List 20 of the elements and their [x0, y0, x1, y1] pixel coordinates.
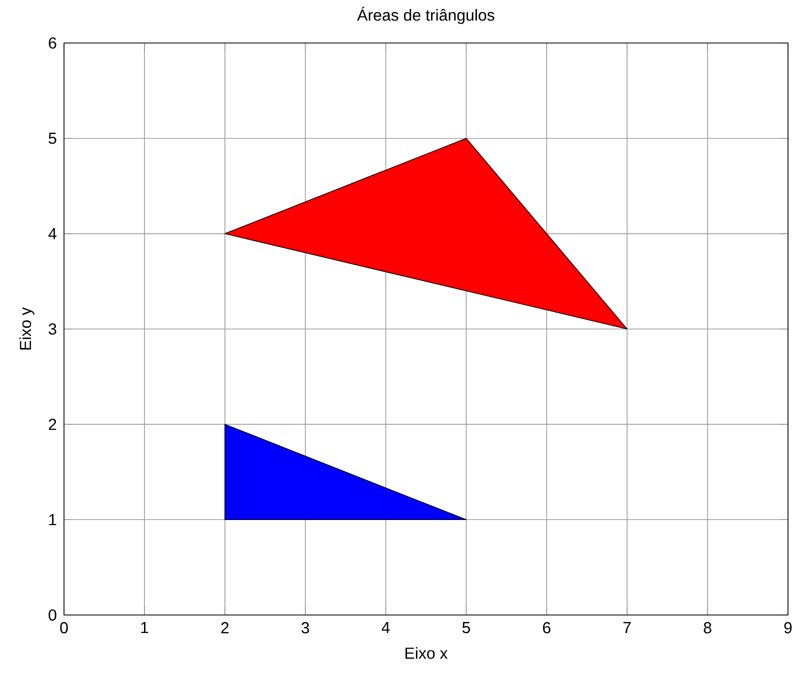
x-tick-label: 8 [704, 622, 712, 634]
y-tick-label: 5 [48, 132, 56, 144]
chart-title: Áreas de triângulos [357, 6, 494, 24]
x-tick-label: 6 [543, 622, 550, 634]
x-tick-label: 0 [60, 622, 68, 634]
y-tick-label: 0 [48, 609, 56, 621]
y-tick-label: 3 [48, 323, 56, 335]
x-tick-label: 9 [784, 622, 792, 634]
y-tick-label: 2 [48, 418, 56, 430]
y-tick-label: 6 [48, 37, 56, 49]
x-tick-label: 2 [221, 622, 229, 634]
x-tick-label: 1 [141, 622, 148, 634]
y-tick-label: 1 [49, 514, 56, 526]
y-tick-label: 4 [48, 228, 56, 240]
x-tick-label: 5 [462, 622, 470, 634]
x-tick-label: 4 [382, 622, 390, 634]
x-tick-label: 7 [623, 622, 631, 634]
x-axis-title: Eixo x [406, 647, 448, 659]
y-axis-title: Eixo y [19, 307, 34, 350]
x-tick-label: 3 [301, 622, 310, 634]
